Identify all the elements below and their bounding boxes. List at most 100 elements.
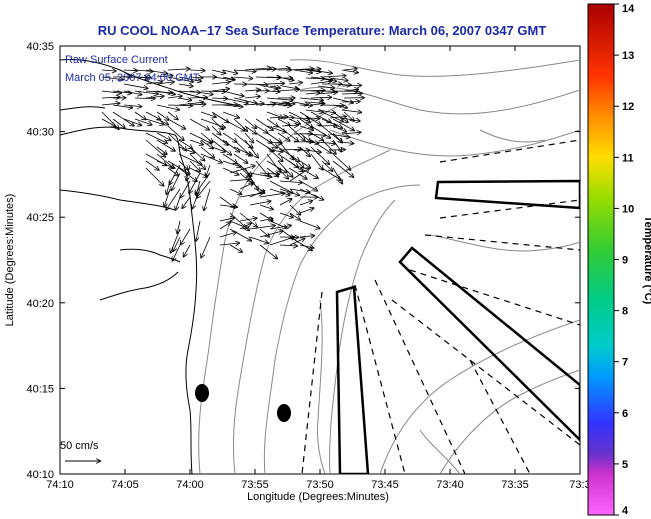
current-vector bbox=[156, 90, 175, 94]
current-vector bbox=[341, 142, 353, 144]
current-vector bbox=[178, 153, 202, 165]
y-tick-label: 40:25 bbox=[26, 212, 54, 224]
current-vector bbox=[279, 199, 291, 206]
current-vector bbox=[259, 173, 279, 174]
current-vector bbox=[182, 196, 191, 208]
current-vector bbox=[255, 83, 278, 89]
current-vector bbox=[178, 76, 201, 81]
current-vector bbox=[239, 193, 262, 198]
current-vector bbox=[288, 125, 305, 140]
current-vector bbox=[167, 132, 186, 151]
current-vector bbox=[239, 164, 252, 176]
current-vector bbox=[305, 150, 321, 152]
current-vector bbox=[299, 125, 313, 130]
current-vector bbox=[229, 166, 255, 174]
current-vector bbox=[181, 228, 191, 244]
current-vector bbox=[288, 153, 304, 168]
current-vector bbox=[299, 160, 310, 168]
current-vector bbox=[219, 218, 234, 222]
current-vector bbox=[332, 167, 342, 183]
current-vector bbox=[299, 188, 323, 200]
current-vector bbox=[189, 146, 204, 161]
current-vector bbox=[145, 167, 164, 186]
current-vector bbox=[321, 160, 332, 171]
current-vector bbox=[299, 220, 320, 228]
current-vector bbox=[186, 164, 191, 180]
current-vector bbox=[299, 208, 314, 214]
current-vector bbox=[156, 146, 167, 154]
current-vector bbox=[222, 139, 239, 152]
current-vector bbox=[180, 180, 191, 197]
current-vector bbox=[156, 160, 175, 168]
current-vector bbox=[259, 231, 283, 238]
current-vector bbox=[310, 153, 323, 170]
current-vector bbox=[134, 90, 158, 94]
colorbar-tick-label: 8 bbox=[622, 306, 628, 318]
current-vector bbox=[145, 69, 167, 73]
coastline bbox=[60, 59, 241, 474]
current-vector bbox=[156, 139, 175, 151]
current-vector bbox=[249, 191, 264, 198]
current-vector bbox=[281, 102, 294, 104]
current-vector bbox=[244, 118, 256, 128]
current-vector bbox=[305, 93, 319, 94]
current-vector bbox=[269, 188, 290, 195]
current-vector bbox=[156, 132, 171, 140]
current-vector bbox=[211, 132, 228, 145]
current-vector bbox=[189, 97, 207, 98]
current-vector bbox=[266, 91, 280, 92]
current-vector bbox=[204, 188, 211, 210]
current-vector bbox=[167, 111, 178, 119]
colorbar-tick-label: 7 bbox=[622, 357, 628, 369]
current-vector bbox=[343, 69, 357, 70]
current-vector bbox=[332, 153, 350, 170]
current-vector bbox=[123, 118, 141, 125]
current-vector bbox=[269, 150, 283, 152]
current-vector bbox=[299, 98, 323, 100]
current-vector bbox=[219, 232, 236, 238]
current-vector bbox=[229, 244, 242, 252]
current-vector bbox=[196, 180, 201, 195]
current-vector bbox=[341, 102, 360, 103]
y-tick-label: 40:15 bbox=[26, 383, 54, 395]
current-vector bbox=[167, 96, 182, 98]
current-vector bbox=[177, 220, 180, 233]
current-vector bbox=[244, 68, 271, 70]
current-vector bbox=[343, 89, 358, 91]
current-vector bbox=[299, 201, 312, 206]
current-vector bbox=[145, 139, 165, 157]
x-tick-label: 73:45 bbox=[371, 479, 399, 491]
current-vector bbox=[299, 167, 318, 178]
current-vector bbox=[156, 104, 179, 110]
x-axis-ticks: 74:10 74:05 74:00 73:55 73:50 73:45 73:40 73:35… bbox=[46, 46, 591, 491]
current-vector bbox=[112, 104, 132, 108]
colorbar-tick-label: 11 bbox=[622, 152, 634, 164]
current-vector bbox=[341, 117, 360, 121]
current-vector bbox=[255, 125, 267, 133]
annotation-line-2: March 05, 2007 04:00 GMT bbox=[65, 72, 200, 84]
current-vector bbox=[201, 236, 211, 257]
current-vector bbox=[244, 132, 253, 143]
current-vector bbox=[173, 244, 181, 261]
current-vector bbox=[321, 118, 342, 128]
current-vector bbox=[317, 109, 335, 113]
current-vector bbox=[305, 142, 318, 143]
current-vector bbox=[211, 89, 229, 91]
current-vector bbox=[266, 146, 283, 161]
current-vector bbox=[176, 196, 181, 210]
current-vector bbox=[266, 153, 281, 172]
current-vector bbox=[329, 117, 346, 119]
current-vector bbox=[279, 188, 299, 195]
current-vector bbox=[279, 245, 297, 246]
current-vector bbox=[266, 139, 277, 148]
current-vector bbox=[269, 180, 293, 193]
current-vector bbox=[156, 82, 174, 84]
current-vector bbox=[222, 118, 245, 131]
current-vector bbox=[277, 160, 293, 177]
current-vector bbox=[189, 132, 211, 143]
current-vector bbox=[200, 132, 213, 142]
current-vector bbox=[145, 96, 164, 98]
current-vector bbox=[233, 139, 250, 155]
y-tick-label: 40:20 bbox=[26, 298, 54, 310]
y-tick-label: 40:30 bbox=[26, 127, 54, 139]
